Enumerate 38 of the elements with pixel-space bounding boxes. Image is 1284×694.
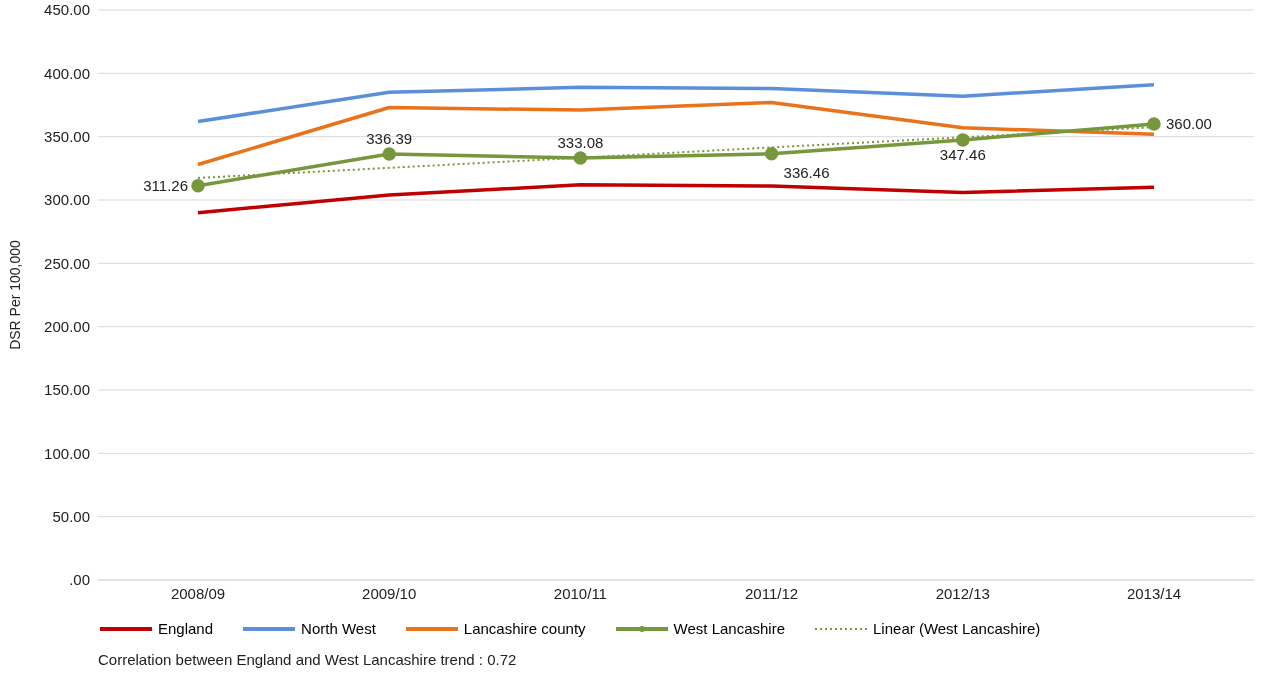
y-tick-label: 400.00 [44,64,90,82]
data-label: 311.26 [143,176,188,194]
x-tick-label: 2013/14 [1126,584,1182,602]
x-tick-label: 2008/09 [170,584,226,602]
y-tick-label: 100.00 [44,444,90,462]
point [382,147,396,161]
y-tick-label: 50.00 [52,507,90,525]
point [573,151,588,165]
x-tick-label: 2011/12 [745,584,799,602]
y-tick-label: 350.00 [44,127,90,145]
x-tick-label: 2012/13 [935,584,990,602]
text: Correlation between England and West Lancashire trend : 0.72 [97,651,518,668]
data-label: 336.46 [783,163,830,181]
y-tick-label: 150.00 [44,381,90,399]
y-tick-label: 200.00 [44,317,90,335]
point [191,178,205,193]
y-tick-label: 250.00 [44,254,90,272]
legend-label: West Lancashire [673,620,786,637]
y-axis-title: DSR Per 100,000 [6,239,23,350]
legend-label: North West [301,620,376,637]
legend-label: Linear (West Lancashire) [873,620,1041,637]
point [764,147,779,161]
data-label: 347.46 [939,145,986,163]
line-series [196,183,1156,215]
data-label: 333.08 [557,134,604,152]
x-tick-label: 2009/10 [362,584,417,602]
data-label: 336.39 [366,129,413,147]
line-series [196,82,1156,124]
data-label: 360.00 [1166,115,1212,132]
x-tick-label: 2010/11 [553,584,607,602]
y-tick-label: 450.00 [44,1,90,19]
point [1147,117,1161,131]
legend-label: Lancashire county [463,620,586,637]
legend-label: England [158,620,214,637]
line-series [196,100,1156,167]
y-tick-label: 300.00 [44,191,90,209]
y-tick-label: .00 [69,571,90,589]
point [956,133,970,147]
